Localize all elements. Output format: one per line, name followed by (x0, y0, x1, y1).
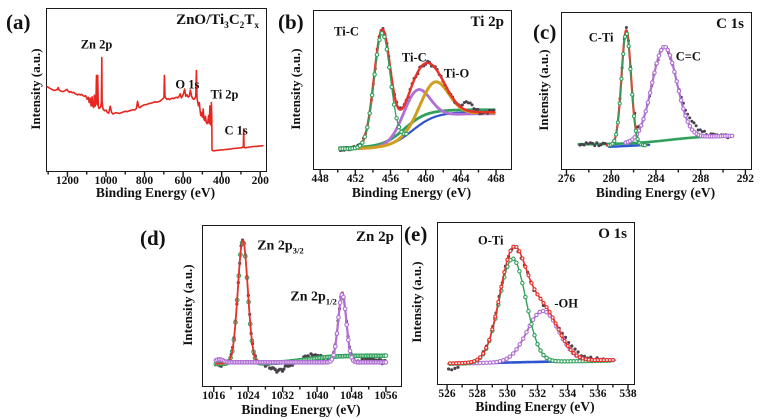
peak-label: O-Ti (478, 233, 504, 248)
x-tick-label: 448 (311, 173, 329, 185)
peak-label: Ti-C (401, 50, 427, 65)
y-axis-label: Intensity (a.u.) (409, 261, 424, 343)
x-tick-label: 456 (381, 173, 400, 185)
x-tick-label: 200 (251, 175, 269, 187)
plot-area: 448 452 456 460 464 468 Ti 2p Ti-C Ti-C Ti-O (312, 10, 512, 185)
plot-canvas (319, 27, 497, 175)
plot-canvas (213, 238, 389, 392)
peak-label: Ti-C (334, 24, 359, 39)
plot-area: 1016 1024 1032 1040 1048 1056 Zn 2p Zn 2p3/2 Zn … (202, 225, 402, 402)
x-tick-label: 464 (452, 173, 470, 185)
x-axis-ticks (47, 171, 261, 177)
curve-c-c-purple (623, 44, 735, 145)
peak-label: Zn 2p1/2 (290, 289, 337, 307)
panel-d-zn2p: (d) Intensity (a.u.) 1016 1024 1032 1040 104… (128, 212, 410, 419)
curve-survey-spectrum (46, 56, 264, 152)
peak-label: -OH (554, 296, 578, 310)
plot-title: O 1s (598, 226, 627, 242)
panel-letter: (a) (6, 10, 31, 34)
panel-letter: (e) (404, 222, 428, 246)
x-tick-label: 526 (438, 388, 456, 400)
peak-label: Zn 2p3/2 (257, 238, 304, 256)
x-tick-label: 276 (557, 173, 576, 185)
plot-title: C 1s (716, 16, 744, 32)
x-tick-label: 1024 (236, 390, 260, 402)
x-axis-label: Binding Energy (eV) (475, 399, 595, 414)
y-axis-label: Intensity (a.u.) (536, 49, 551, 131)
curve-ti-c-2p32-green (338, 31, 409, 151)
plot-area: 276 280 284 288 292 C 1s C-Ti C=C (558, 12, 754, 185)
x-tick-label: 1000 (94, 175, 118, 187)
x-axis-label: Binding Energy (eV) (241, 402, 361, 417)
x-axis-ticks (319, 169, 497, 175)
plot-canvas (46, 56, 264, 177)
plot-title: Zn 2p (356, 229, 394, 245)
x-tick-label: 538 (619, 388, 637, 400)
x-tick-label: 292 (736, 173, 755, 185)
plot-title: ZnO/Ti3C2Tx (176, 12, 259, 31)
x-axis-ticks (446, 384, 629, 390)
plot-area: 1200 1000 800 600 400 200 ZnO/Ti3C2Tx Zn 2p O 1s… (46, 8, 269, 187)
x-tick-label: 1048 (340, 390, 363, 402)
plot-area: 526 528 530 532 534 536 538 O 1s O-Ti -OH (437, 222, 637, 400)
curve-envelope-red-2p32 (215, 239, 273, 365)
curve-o-ti-green (447, 256, 613, 366)
panel-c-c1s: (c) Intensity (a.u.) 276 280 284 288 292 C 1s… (526, 0, 767, 212)
plot-canvas (565, 26, 747, 175)
x-tick-label: 530 (498, 388, 516, 400)
x-axis-label: Binding Energy (eV) (95, 185, 216, 200)
x-tick-label: 1016 (202, 390, 226, 402)
peak-label: Ti 2p (210, 87, 239, 102)
x-tick-label: 800 (135, 175, 154, 187)
panel-e-o1s: (e) Intensity (a.u.) 526 528 530 532 534 536 5… (400, 212, 646, 419)
x-tick-label: 460 (417, 173, 435, 185)
y-axis-label: Intensity (a.u.) (288, 48, 303, 130)
x-tick-label: 534 (559, 388, 577, 400)
curve-raw-data-dark (447, 245, 615, 372)
curve-c-ti-green (606, 31, 647, 148)
peak-label: C=C (675, 49, 701, 64)
peak-label: C-Ti (588, 30, 614, 45)
x-tick-label: 284 (647, 173, 665, 185)
peak-label: Zn 2p (80, 37, 113, 52)
panel-letter: (d) (140, 226, 166, 250)
y-axis-label: Intensity (a.u.) (180, 264, 195, 346)
panel-b-ti2p: (b) Intensity (a.u.) 448 452 456 460 464 468 T… (276, 0, 524, 212)
plot-title: Ti 2p (470, 14, 505, 30)
x-tick-label: 532 (528, 388, 547, 400)
x-tick-label: 1200 (55, 175, 79, 187)
x-tick-label: 1056 (374, 390, 398, 402)
x-tick-label: 280 (602, 173, 620, 185)
x-tick-label: 528 (468, 388, 486, 400)
curve-envelope-red (448, 244, 615, 366)
x-tick-label: 1032 (271, 390, 295, 402)
x-tick-label: 536 (589, 388, 607, 400)
x-tick-label: 600 (174, 175, 192, 187)
x-axis-ticks (213, 386, 387, 392)
peak-label: C 1s (224, 123, 248, 137)
x-tick-label: 288 (692, 173, 710, 185)
x-tick-label: 452 (346, 173, 364, 185)
x-tick-label: 1040 (305, 390, 329, 402)
x-tick-label: 400 (213, 175, 231, 187)
y-axis-label: Intensity (a.u.) (28, 48, 43, 130)
peak-label: Ti-O (443, 66, 470, 81)
panel-letter: (b) (278, 10, 304, 34)
panel-a-survey: (a) Intensity (a.u.) 1200 1000 800 600 400 20… (0, 0, 274, 212)
peak-label: O 1s (175, 77, 200, 92)
x-tick-label: 468 (487, 173, 505, 185)
curve-zn2p12-purple (213, 292, 389, 365)
x-axis-ticks (565, 169, 747, 175)
x-axis-label: Binding Energy (eV) (351, 185, 472, 200)
plot-canvas (446, 244, 629, 390)
x-axis-label: Binding Energy (eV) (595, 185, 716, 200)
panel-letter: (c) (533, 20, 557, 44)
